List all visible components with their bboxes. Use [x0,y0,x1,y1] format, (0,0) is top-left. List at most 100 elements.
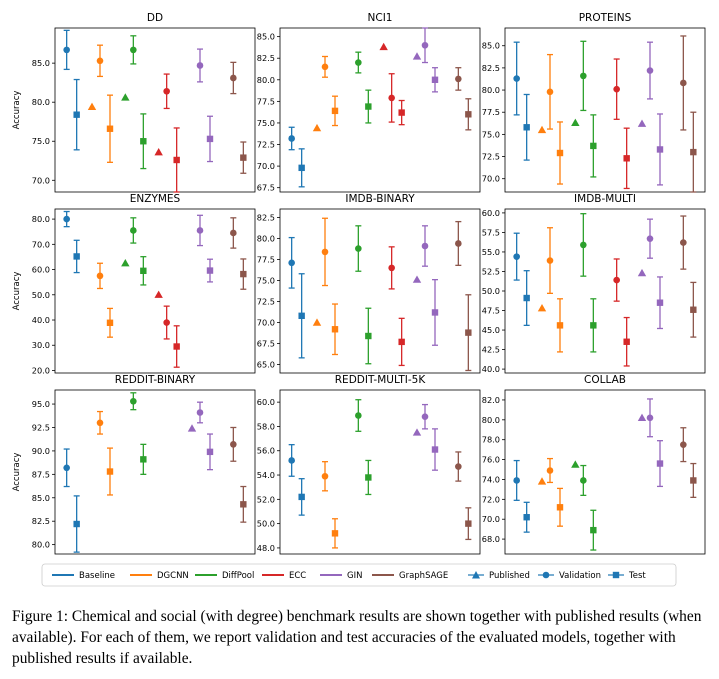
validation-point-dgcnn [546,257,554,264]
validation-point-graphsage [455,240,462,247]
y-tick-label: 80.0 [257,233,275,243]
validation-point-baseline [513,75,520,82]
legend-triangle-icon [472,571,480,579]
legend-label-published: Published [489,571,530,581]
test-point-dgcnn [331,326,339,333]
y-tick-label: 50.0 [482,286,500,296]
panel-title: NCI1 [368,12,393,24]
validation-point-diffpool [130,46,137,54]
test-point-ecc [623,338,630,345]
validation-point-baseline [513,477,520,484]
y-tick-label: 70.0 [32,239,50,249]
y-tick-label: 85.0 [32,58,50,68]
validation-point-baseline [63,215,70,223]
validation-point-dgcnn [546,467,554,474]
validation-point-diffpool [580,477,587,484]
panel-frame [279,208,481,374]
chart-panel-imdb-binary: IMDB-BINARY 65.0 67.5 70.0 72.5 75.0 77.5 80.0 8… [257,193,481,374]
validation-point-dgcnn [96,57,104,65]
y-tick-label: 85.0 [257,32,275,42]
validation-point-diffpool [580,241,587,249]
published-point-diffpool [121,93,130,101]
y-tick-label: 54.0 [257,470,275,480]
y-tick-label: 75.0 [482,129,500,139]
validation-point-ecc [613,276,620,284]
y-tick-label: 80.0 [32,540,50,550]
y-tick-label: 50.0 [32,290,50,300]
y-tick-label: 60.0 [482,208,500,218]
panel-frame [504,27,706,193]
published-point-dgcnn [537,303,547,312]
test-point-diffpool [140,267,147,275]
legend-circle-icon [542,571,550,579]
y-tick-label: 48.0 [257,543,275,553]
test-point-graphsage [465,329,472,336]
y-tick-label: 47.5 [482,306,500,316]
validation-point-ecc [388,264,395,272]
published-point-gin [637,413,647,421]
y-tick-label: 70.0 [257,161,275,171]
y-tick-label: 67.5 [257,183,275,193]
validation-point-gin [421,242,429,250]
test-point-dgcnn [106,125,114,132]
test-point-gin [206,448,214,456]
legend-label-test: Test [628,571,646,581]
y-tick-label: 72.0 [482,494,500,504]
validation-point-graphsage [230,74,237,82]
chart-panel-imdb-multi: IMDB-MULTI 40.0 42.5 45.0 47.5 50.0 52.5 55.0 57… [482,193,706,374]
y-tick-label: 45.0 [482,325,500,335]
test-point-ecc [173,156,180,164]
validation-point-baseline [288,457,295,464]
test-point-baseline [298,164,305,172]
panel-title: REDDIT-BINARY [115,374,196,386]
y-tick-label: 82.5 [32,516,50,526]
panel-title: COLLAB [584,374,626,386]
y-tick-label: 77.5 [482,107,500,117]
published-point-dgcnn [537,477,547,485]
published-point-dgcnn [537,125,547,134]
test-point-ecc [398,338,405,346]
published-point-gin [412,428,422,436]
figure-caption: Figure 1: Chemical and social (with degr… [12,608,702,667]
test-point-gin [206,267,214,274]
test-point-graphsage [690,148,697,156]
y-tick-label: 75.0 [257,275,275,285]
y-tick-label: 80.0 [482,415,500,425]
panel-title: DD [147,12,163,24]
test-point-baseline [73,520,80,528]
validation-point-diffpool [580,72,587,80]
legend-label-graphsage: GraphSAGE [399,571,448,581]
y-tick-label: 76.0 [482,455,500,465]
validation-point-gin [646,235,654,242]
legend-label-ecc: ECC [289,571,306,581]
y-tick-label: 20.0 [32,365,50,375]
benchmark-figure: DD 70.0 75.0 80.0 85.0 Accuracy NCI1 67.5 70.0 72… [12,12,706,587]
y-tick-label: 85.0 [482,41,500,51]
y-tick-label: 87.5 [32,469,50,479]
legend-square-icon [612,571,620,579]
y-tick-label: 75.0 [257,118,275,128]
published-point-dgcnn [312,318,322,326]
y-tick-label: 56.0 [257,446,275,456]
y-tick-label: 72.5 [257,140,275,150]
panel-title: ENZYMES [130,193,181,205]
test-point-diffpool [590,322,597,329]
test-point-diffpool [365,474,372,481]
y-tick-label: 70.0 [482,514,500,524]
y-tick-label: 80.0 [32,97,50,107]
published-point-gin [187,424,197,432]
y-tick-label: 80.0 [257,75,275,85]
validation-point-graphsage [455,463,462,470]
panel-frame [504,389,706,555]
test-point-gin [431,309,439,316]
validation-point-baseline [63,46,70,54]
test-point-diffpool [365,103,372,110]
y-tick-label: 40.0 [32,315,50,325]
published-point-dgcnn [312,123,322,132]
test-point-gin [431,446,439,453]
validation-point-dgcnn [321,63,329,71]
validation-point-ecc [163,87,170,95]
validation-point-baseline [288,135,295,142]
panel-frame [54,389,256,555]
panel-title: IMDB-BINARY [345,193,415,205]
